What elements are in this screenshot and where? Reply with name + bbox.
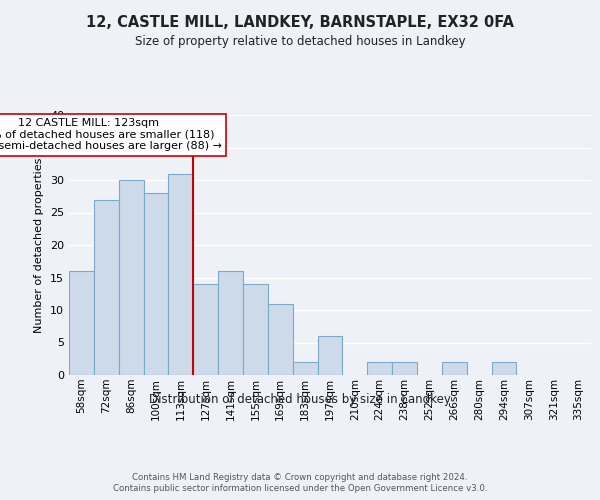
Bar: [169, 174, 193, 375]
Bar: [143, 193, 169, 375]
Bar: [268, 304, 293, 375]
Bar: [491, 362, 517, 375]
Bar: [243, 284, 268, 375]
Bar: [442, 362, 467, 375]
Bar: [193, 284, 218, 375]
Bar: [119, 180, 143, 375]
Bar: [218, 271, 243, 375]
Bar: [317, 336, 343, 375]
Y-axis label: Number of detached properties: Number of detached properties: [34, 158, 44, 332]
Bar: [69, 271, 94, 375]
Bar: [392, 362, 417, 375]
Text: Distribution of detached houses by size in Landkey: Distribution of detached houses by size …: [149, 392, 451, 406]
Bar: [367, 362, 392, 375]
Bar: [94, 200, 119, 375]
Text: 12 CASTLE MILL: 123sqm
← 57% of detached houses are smaller (118)
43% of semi-de: 12 CASTLE MILL: 123sqm ← 57% of detached…: [0, 118, 222, 152]
Text: Contains HM Land Registry data © Crown copyright and database right 2024.
Contai: Contains HM Land Registry data © Crown c…: [113, 472, 487, 494]
Text: Size of property relative to detached houses in Landkey: Size of property relative to detached ho…: [134, 35, 466, 48]
Text: 12, CASTLE MILL, LANDKEY, BARNSTAPLE, EX32 0FA: 12, CASTLE MILL, LANDKEY, BARNSTAPLE, EX…: [86, 15, 514, 30]
Bar: [293, 362, 317, 375]
